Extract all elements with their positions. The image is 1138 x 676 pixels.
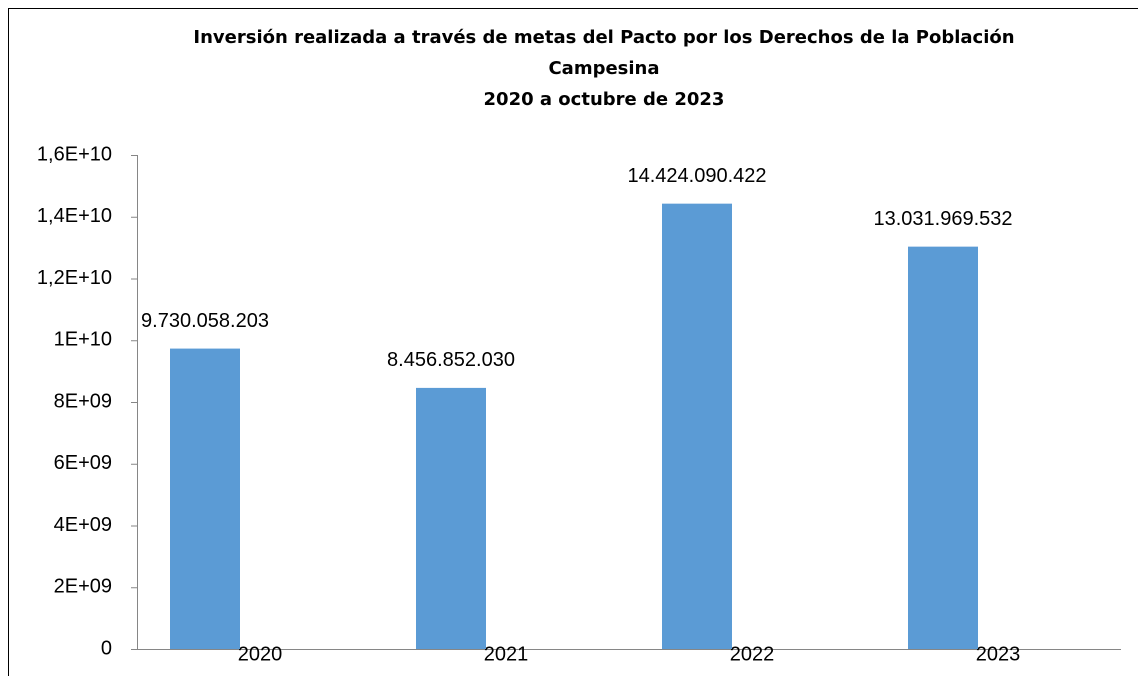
x-tick-label: 2022 [730,643,775,665]
chart-title: Inversión realizada a través de metas de… [193,27,1015,79]
y-tick-label: 8E+09 [54,390,112,412]
x-tick-label: 2020 [238,643,283,665]
chart-title-block: Inversión realizada a través de metas de… [164,22,1044,115]
y-tick-label: 1,2E+10 [37,267,112,289]
y-tick-label: 4E+09 [54,514,112,536]
data-label: 8.456.852.030 [387,349,515,371]
y-tick-label: 1,6E+10 [37,143,112,165]
y-tick-label: 2E+09 [54,576,112,598]
x-tick-label: 2023 [976,643,1021,665]
data-label: 14.424.090.422 [627,165,766,187]
bar [908,246,978,649]
data-label: 9.730.058.203 [141,310,269,332]
y-tick-label: 1,4E+10 [37,205,112,227]
bar [170,348,240,649]
bar [662,203,732,650]
bar [416,387,486,649]
x-tick-label: 2021 [484,643,529,665]
data-label: 13.031.969.532 [873,208,1012,230]
y-tick-label: 1E+10 [54,329,112,351]
chart-subtitle: 2020 a octubre de 2023 [483,89,725,110]
y-tick-label: 6E+09 [54,452,112,474]
y-tick-label: 0 [101,637,112,659]
